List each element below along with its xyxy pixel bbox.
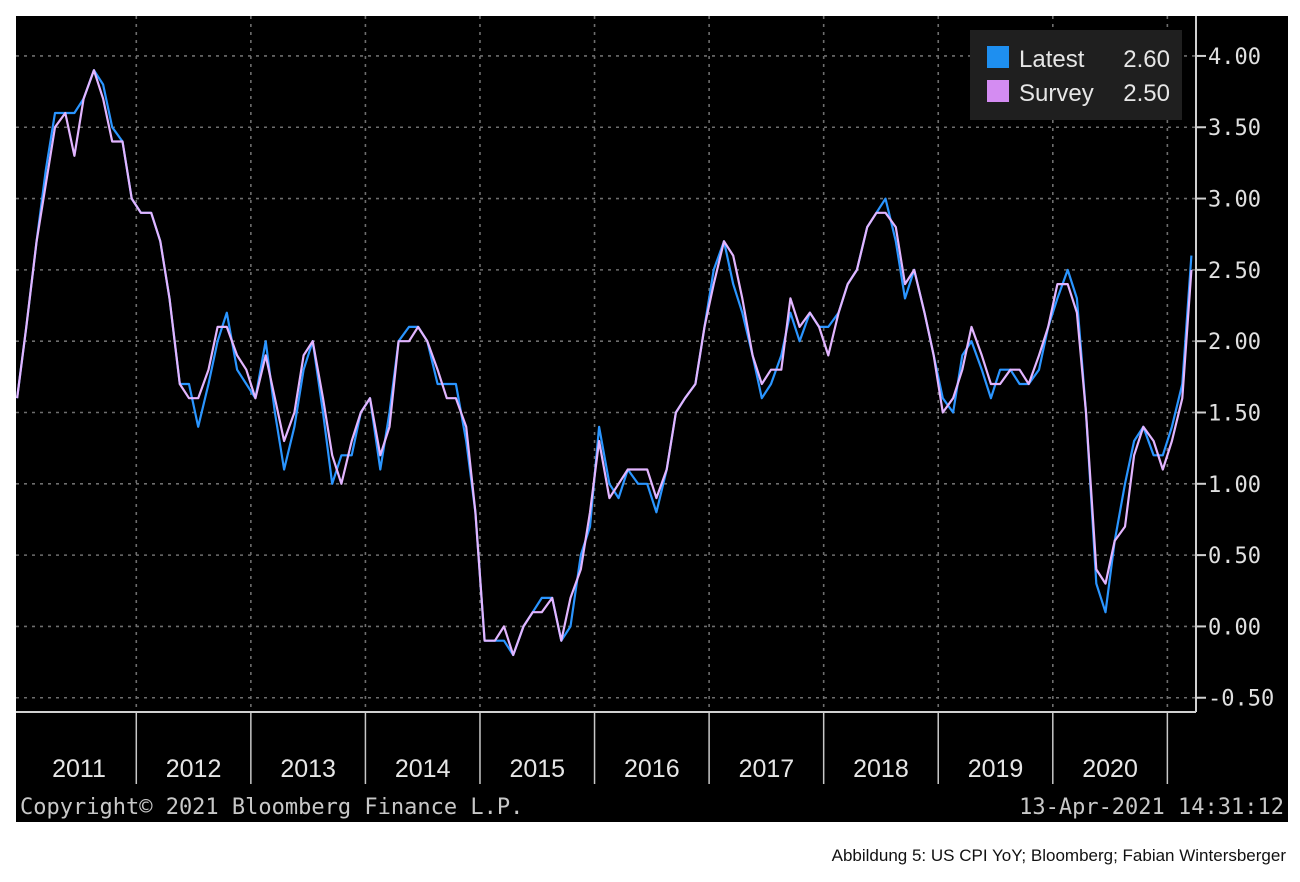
legend: Latest 2.60 Survey 2.50 xyxy=(970,30,1182,120)
series-line-survey xyxy=(16,69,1193,657)
legend-box xyxy=(970,30,1182,120)
x-tick-label: 2018 xyxy=(853,755,909,783)
x-tick-label: 2017 xyxy=(739,755,795,783)
timestamp-text: 13-Apr-2021 14:31:12 xyxy=(1019,795,1284,820)
legend-value: 2.50 xyxy=(1123,80,1170,107)
y-tick-label: 2.50 xyxy=(1208,259,1261,284)
legend-swatch-survey xyxy=(987,80,1009,102)
series-layer xyxy=(16,69,1193,657)
y-tick-label: 1.00 xyxy=(1208,473,1261,498)
legend-label: Survey xyxy=(1019,80,1094,107)
y-tick-label: 3.00 xyxy=(1208,188,1261,213)
axis-layer: 4.00 3.50 3.00 2.50 2.00 1.50 1.00 0.50 0.00 -0.5… xyxy=(16,16,1274,784)
x-tick-label: 2013 xyxy=(280,755,336,783)
x-tick-label: 2014 xyxy=(395,755,451,783)
y-tick-label: 4.00 xyxy=(1208,45,1261,70)
x-tick-label: 2012 xyxy=(166,755,222,783)
figure-caption: Abbildung 5: US CPI YoY; Bloomberg; Fabi… xyxy=(831,846,1286,865)
y-tick-label: 0.50 xyxy=(1208,544,1261,569)
y-tick-label: 3.50 xyxy=(1208,116,1261,141)
chart-background xyxy=(16,16,1288,822)
x-tick-label: 2011 xyxy=(52,755,106,783)
x-tick-label: 2019 xyxy=(968,755,1024,783)
x-tick-label: 2020 xyxy=(1082,755,1138,783)
copyright-text: Copyright© 2021 Bloomberg Finance L.P. xyxy=(20,795,523,820)
y-tick-label: -0.50 xyxy=(1208,687,1274,712)
cpi-chart: 4.00 3.50 3.00 2.50 2.00 1.50 1.00 0.50 0.00 -0.5… xyxy=(16,16,1288,822)
legend-swatch-latest xyxy=(987,46,1009,68)
legend-label: Latest xyxy=(1019,46,1085,73)
x-tick-label: 2016 xyxy=(624,755,680,783)
y-tick-label: 1.50 xyxy=(1208,401,1261,426)
y-tick-label: 0.00 xyxy=(1208,615,1261,640)
x-tick-label: 2015 xyxy=(509,755,565,783)
y-tick-label: 2.00 xyxy=(1208,330,1261,355)
legend-value: 2.60 xyxy=(1123,46,1170,73)
